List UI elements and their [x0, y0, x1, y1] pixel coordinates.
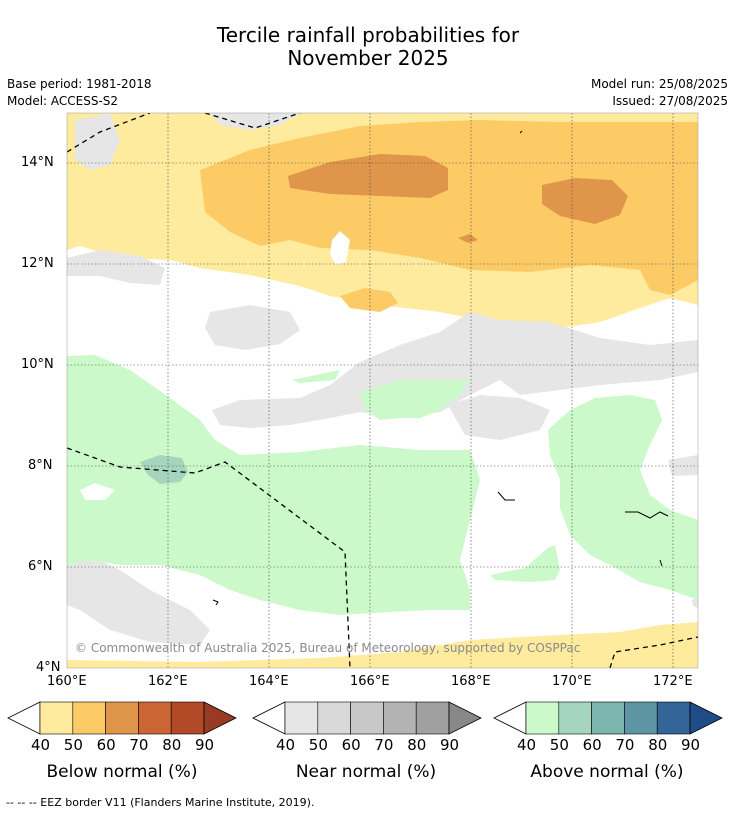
colorbar-tick-label: 80	[162, 736, 182, 754]
copyright-notice: © Commonwealth of Australia 2025, Bureau…	[75, 641, 581, 655]
above-normal-hole	[80, 483, 115, 500]
base-period: Base period: 1981-2018	[7, 77, 152, 91]
colorbar-tick-label: 60	[582, 736, 602, 754]
colorbar-tick-label: 50	[549, 736, 569, 754]
colorbar-tick-label: 70	[129, 736, 149, 754]
colorbar-segment	[72, 701, 106, 735]
colorbar-tick-label: 40	[31, 736, 51, 754]
colorbar-tick-label: 60	[341, 736, 361, 754]
issued-date: Issued: 27/08/2025	[612, 94, 728, 108]
colorbar-segment	[138, 701, 172, 735]
colorbar-segment	[105, 701, 139, 735]
y-tick-label: 6°N	[28, 559, 53, 574]
colorbar-segment	[284, 701, 319, 735]
x-tick-label: 166°E	[350, 674, 390, 689]
y-tick-label: 8°N	[28, 458, 53, 473]
colorbar-near-label: Near normal (%)	[295, 762, 437, 782]
colorbar-tick-label: 70	[374, 736, 394, 754]
colorbar-above-label: Above normal (%)	[530, 762, 684, 782]
colorbar-segment	[558, 701, 592, 735]
colorbar-tick-label: 90	[681, 736, 701, 754]
island-outlines	[212, 130, 669, 606]
below-normal-60-70-region-east	[542, 178, 628, 224]
above-normal-40-50-strip	[292, 370, 340, 383]
colorbar-tick-label: 90	[440, 736, 460, 754]
above-normal-40-50-region-mid	[360, 380, 470, 420]
colorbar-over-arrow	[203, 701, 237, 735]
colorbar-segment	[317, 701, 351, 735]
near-normal-region-long	[212, 312, 698, 428]
white-gap	[330, 231, 350, 265]
near-normal-region-sw	[67, 558, 210, 645]
colorbar-under-arrow	[252, 701, 286, 735]
below-normal-60-70-dot	[458, 234, 478, 243]
y-tick-label: 10°N	[21, 357, 54, 372]
colorbar-segment	[525, 701, 560, 735]
near-normal-region-top	[210, 113, 300, 130]
above-normal-40-50-blob	[490, 545, 560, 582]
colorbar-tick-label: 50	[308, 736, 328, 754]
below-normal-40-50-region-south	[67, 622, 698, 668]
colorbar-segment	[383, 701, 417, 735]
y-tick-label: 12°N	[21, 256, 54, 271]
colorbar-over-arrow	[448, 701, 482, 735]
eez-footnote: -- -- -- EEZ border V11 (Flanders Marine…	[6, 796, 315, 809]
near-normal-region-west-band	[67, 250, 165, 285]
colorbar-tick-label: 50	[63, 736, 83, 754]
below-normal-50-60-region	[200, 120, 698, 295]
colorbar-over-arrow	[689, 701, 723, 735]
colorbar-tick-label: 70	[615, 736, 635, 754]
colorbar-below-label: Below normal (%)	[46, 762, 198, 782]
colorbar-above-normal	[493, 701, 723, 735]
chart-title-line1: Tercile rainfall probabilities for	[216, 23, 520, 47]
near-normal-region-east	[668, 455, 698, 476]
map-frame	[66, 112, 699, 669]
x-tick-label: 164°E	[249, 674, 289, 689]
colorbar-tick-label: 40	[276, 736, 296, 754]
colorbar-tick-label: 40	[517, 736, 537, 754]
colorbar-tick-label: 80	[407, 736, 427, 754]
colorbar-tick-label: 90	[195, 736, 215, 754]
chart-title-line2: November 2025	[287, 46, 449, 70]
colorbar-segment	[39, 701, 74, 735]
x-tick-label: 170°E	[552, 674, 592, 689]
y-tick-label: 14°N	[21, 155, 54, 170]
x-tick-label: 162°E	[148, 674, 188, 689]
near-normal-dot-east	[692, 597, 698, 608]
colorbar-segment	[624, 701, 658, 735]
colorbar-tick-label: 80	[648, 736, 668, 754]
colorbar-segment	[591, 701, 625, 735]
colorbar-under-arrow	[493, 701, 527, 735]
x-tick-label: 172°E	[653, 674, 693, 689]
colorbar-segment	[350, 701, 384, 735]
near-normal-region-nw	[75, 113, 120, 170]
colorbar-below-normal	[7, 701, 237, 735]
colorbar-segment	[170, 701, 205, 735]
eez-borders	[67, 113, 698, 668]
x-tick-label: 160°E	[47, 674, 87, 689]
colorbar-segment	[656, 701, 691, 735]
near-normal-region-east-mid	[448, 395, 550, 440]
colorbar-under-arrow	[7, 701, 41, 735]
below-normal-50-60-blob	[340, 288, 398, 312]
colorbar-segment	[415, 701, 450, 735]
gridlines	[67, 113, 698, 668]
model-run: Model run: 25/08/2025	[590, 77, 728, 91]
below-normal-60-70-region-west	[288, 154, 448, 198]
above-normal-40-50-region-west	[67, 355, 480, 615]
near-normal-region-mid	[205, 305, 300, 350]
colorbar-tick-label: 60	[96, 736, 116, 754]
above-normal-40-50-region-east	[548, 395, 698, 600]
colorbar-near-normal	[252, 701, 482, 735]
map-panel	[67, 113, 698, 668]
x-tick-label: 168°E	[451, 674, 491, 689]
y-tick-label: 4°N	[36, 660, 61, 675]
model-name: Model: ACCESS-S2	[7, 94, 119, 108]
above-normal-50-60-region	[140, 455, 188, 484]
